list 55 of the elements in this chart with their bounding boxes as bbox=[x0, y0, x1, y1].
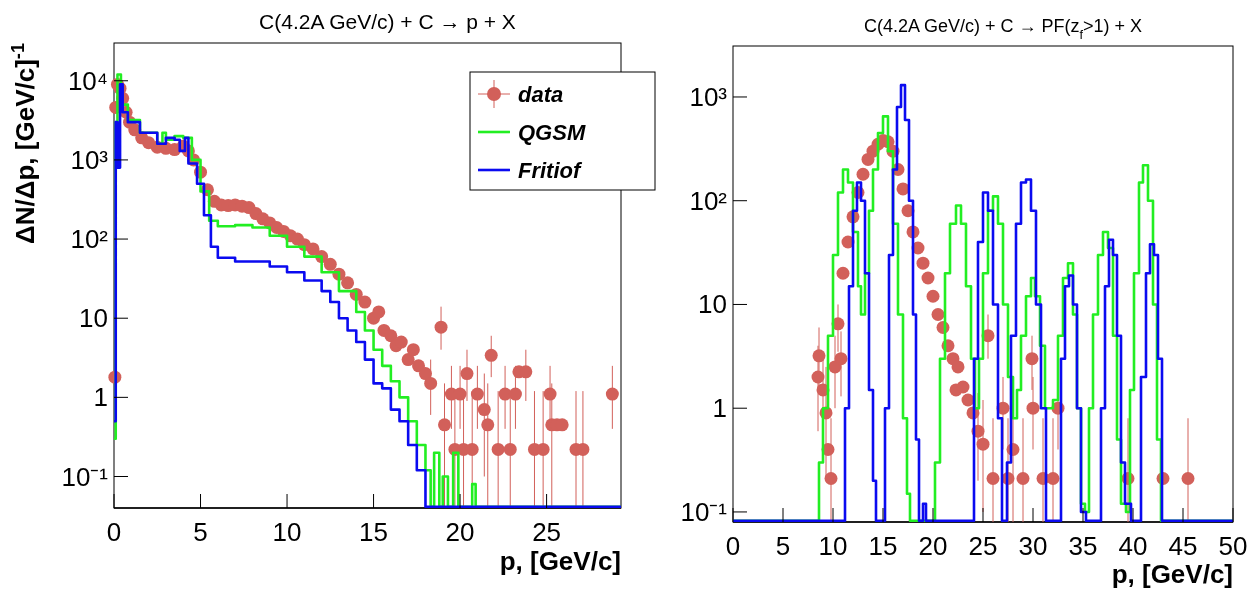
y-tick-label: 10² bbox=[689, 185, 728, 216]
point bbox=[986, 472, 1000, 486]
point bbox=[836, 266, 850, 280]
y-tick-label: 10² bbox=[70, 224, 109, 255]
x-tick-label: 20 bbox=[918, 531, 948, 561]
point bbox=[811, 370, 825, 384]
x-tick-label: 5 bbox=[193, 517, 208, 547]
x-tick-label: 50 bbox=[1218, 531, 1248, 561]
point bbox=[951, 360, 965, 374]
point bbox=[824, 472, 838, 486]
point bbox=[1025, 352, 1039, 366]
point bbox=[921, 271, 935, 285]
x-tick-label: 10 bbox=[818, 531, 848, 561]
point bbox=[1046, 472, 1060, 486]
x-tick-label: 30 bbox=[1018, 531, 1048, 561]
point bbox=[896, 182, 910, 196]
chart-title: C(4.2A GeV/c) + C → PF(z$_{f}$>1) + X bbox=[863, 16, 1143, 42]
point bbox=[926, 289, 940, 303]
x-axis-title: p, [GeV/c] bbox=[499, 546, 621, 576]
y-tick-label: 1 bbox=[93, 382, 108, 413]
x-tick-label: 10 bbox=[272, 517, 302, 547]
point bbox=[1026, 401, 1040, 415]
x-axis-title: p, [GeV/c] bbox=[1111, 559, 1233, 589]
x-tick-label: 25 bbox=[968, 531, 998, 561]
point bbox=[812, 349, 826, 363]
point bbox=[916, 256, 930, 270]
y-tick-label: 10³ bbox=[689, 81, 728, 112]
y-tick-label: 10⁴ bbox=[67, 65, 108, 96]
x-tick-label: 40 bbox=[1118, 531, 1148, 561]
point bbox=[931, 308, 945, 322]
x-tick-label: 15 bbox=[359, 517, 389, 547]
point bbox=[1181, 472, 1195, 486]
y-tick-label: 10⁻¹ bbox=[61, 461, 109, 492]
y-tick-label: 10⁻¹ bbox=[680, 496, 728, 527]
x-tick-label: 45 bbox=[1168, 531, 1198, 561]
x-tick-label: 25 bbox=[532, 517, 562, 547]
chart-title: C(4.2A GeV/c) + C → p + X bbox=[259, 10, 516, 33]
x-tick-label: 5 bbox=[775, 531, 791, 561]
point bbox=[976, 437, 990, 451]
legend-label: data bbox=[518, 82, 564, 107]
legend-label: QGSM bbox=[518, 120, 586, 145]
point bbox=[834, 352, 848, 366]
point bbox=[1016, 472, 1030, 486]
x-tick-label: 0 bbox=[725, 531, 741, 561]
y-tick-label: 1 bbox=[712, 393, 727, 424]
point bbox=[956, 380, 970, 394]
x-tick-label: 15 bbox=[868, 531, 898, 561]
x-tick-label: 20 bbox=[445, 517, 475, 547]
legend-label: Fritiof bbox=[518, 158, 583, 183]
point bbox=[856, 167, 870, 181]
x-tick-label: 35 bbox=[1068, 531, 1098, 561]
y-tick-label: 10 bbox=[79, 303, 108, 334]
y-tick-label: 10 bbox=[698, 289, 727, 320]
x-tick-label: 0 bbox=[106, 517, 122, 547]
y-tick-label: 10³ bbox=[70, 144, 109, 175]
